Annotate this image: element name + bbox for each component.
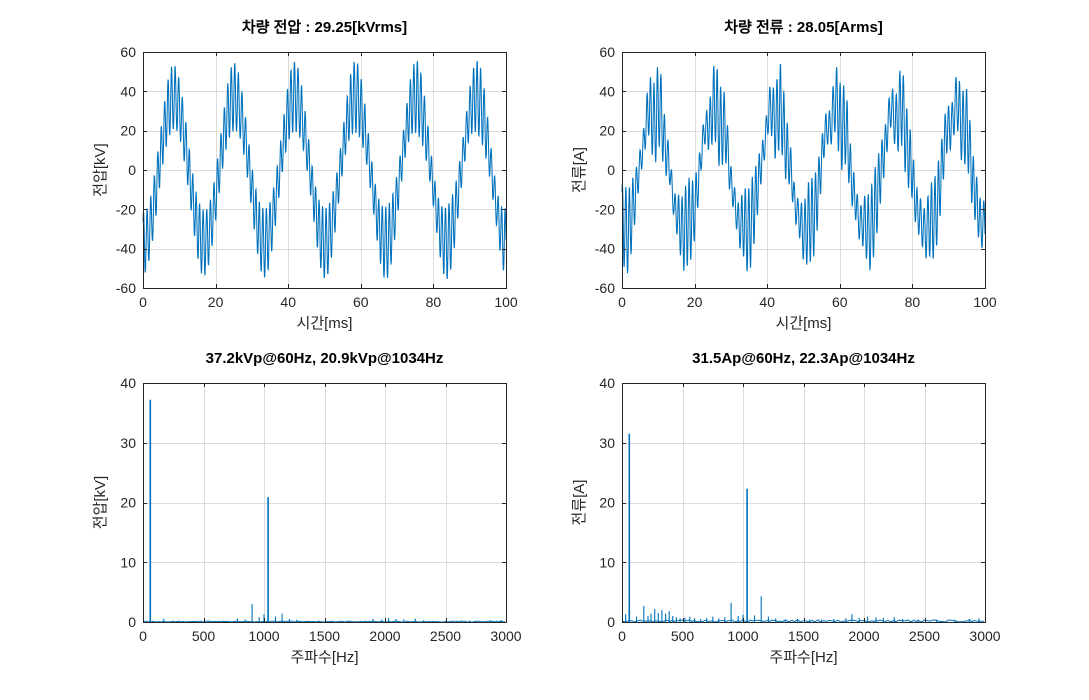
current-spectrum-chart: 0 500 1000 1500 2000 2500 3000 0 10 20 30 40 31.5Ap@… xyxy=(571,350,1001,666)
svg-text:20: 20 xyxy=(599,123,615,139)
svg-text:-20: -20 xyxy=(116,201,136,217)
tick-marks xyxy=(622,383,986,623)
x-axis-label: 주파수[Hz] xyxy=(769,649,837,666)
svg-text:0: 0 xyxy=(618,628,626,644)
svg-text:-20: -20 xyxy=(595,201,615,217)
svg-text:2500: 2500 xyxy=(430,628,461,644)
subplot-current-spectrum: 0 500 1000 1500 2000 2500 3000 0 10 20 30 40 31.5Ap@… xyxy=(545,350,1089,700)
tick-marks xyxy=(622,52,986,289)
svg-text:1000: 1000 xyxy=(248,628,279,644)
x-tick-labels: 0 500 1000 1500 2000 2500 3000 xyxy=(139,628,522,644)
waveform-line xyxy=(621,63,986,274)
y-tick-labels: -60 -40 -20 0 20 40 60 xyxy=(116,44,136,296)
svg-text:60: 60 xyxy=(353,294,369,310)
svg-text:3000: 3000 xyxy=(969,628,1000,644)
svg-text:20: 20 xyxy=(687,294,703,310)
svg-text:0: 0 xyxy=(607,162,615,178)
svg-text:0: 0 xyxy=(139,294,147,310)
svg-text:20: 20 xyxy=(120,495,136,511)
waveform-line xyxy=(142,60,507,280)
svg-text:80: 80 xyxy=(905,294,921,310)
svg-text:500: 500 xyxy=(192,628,216,644)
x-axis-label: 주파수[Hz] xyxy=(290,649,358,666)
y-tick-labels: -60 -40 -20 0 20 40 60 xyxy=(595,44,615,296)
svg-text:1500: 1500 xyxy=(309,628,340,644)
y-axis-label: 전류[A] xyxy=(571,147,588,193)
y-axis-label: 전압[kV] xyxy=(92,476,109,529)
svg-text:0: 0 xyxy=(128,162,136,178)
y-tick-labels: 0 10 20 30 40 xyxy=(120,375,136,630)
current-time-chart: 0 20 40 60 80 100 -60 -40 -20 0 20 40 60 차량 전류 : 28.0… xyxy=(571,18,997,332)
svg-text:1500: 1500 xyxy=(788,628,819,644)
y-axis-label: 전류[A] xyxy=(571,480,588,526)
svg-text:20: 20 xyxy=(208,294,224,310)
chart-title: 차량 전압 : 29.25[kVrms] xyxy=(242,18,407,36)
svg-text:40: 40 xyxy=(759,294,775,310)
svg-text:40: 40 xyxy=(599,375,615,391)
chart-title: 차량 전류 : 28.05[Arms] xyxy=(724,18,883,36)
svg-text:30: 30 xyxy=(599,435,615,451)
svg-text:80: 80 xyxy=(426,294,442,310)
subplot-voltage-time: 0 20 40 60 80 100 -60 -40 -20 0 20 40 60 차량 전압 : 29.2… xyxy=(0,0,544,350)
noise-floor xyxy=(142,620,506,623)
svg-text:1000: 1000 xyxy=(727,628,758,644)
x-tick-labels: 0 500 1000 1500 2000 2500 3000 xyxy=(618,628,1001,644)
svg-text:2000: 2000 xyxy=(848,628,879,644)
svg-text:40: 40 xyxy=(280,294,296,310)
svg-text:-40: -40 xyxy=(595,241,615,257)
svg-text:100: 100 xyxy=(973,294,997,310)
subplot-voltage-spectrum: 0 500 1000 1500 2000 2500 3000 0 10 20 30 40 37.2kVp… xyxy=(0,350,544,700)
svg-text:60: 60 xyxy=(599,44,615,60)
svg-text:40: 40 xyxy=(599,83,615,99)
x-axis-label: 시간[ms] xyxy=(776,315,832,332)
svg-text:0: 0 xyxy=(139,628,147,644)
svg-text:2500: 2500 xyxy=(909,628,940,644)
tick-marks xyxy=(143,383,507,623)
svg-text:3000: 3000 xyxy=(490,628,521,644)
svg-text:10: 10 xyxy=(120,554,136,570)
svg-text:0: 0 xyxy=(607,614,615,630)
spectrum-stems xyxy=(149,399,502,622)
svg-text:20: 20 xyxy=(599,495,615,511)
chart-title: 37.2kVp@60Hz, 20.9kVp@1034Hz xyxy=(206,350,444,367)
subplot-current-time: 0 20 40 60 80 100 -60 -40 -20 0 20 40 60 차량 전류 : 28.0… xyxy=(545,0,1089,350)
svg-text:100: 100 xyxy=(494,294,518,310)
svg-text:0: 0 xyxy=(128,614,136,630)
svg-text:60: 60 xyxy=(120,44,136,60)
voltage-time-chart: 0 20 40 60 80 100 -60 -40 -20 0 20 40 60 차량 전압 : 29.2… xyxy=(92,18,518,332)
voltage-spectrum-chart: 0 500 1000 1500 2000 2500 3000 0 10 20 30 40 37.2kVp… xyxy=(92,350,522,666)
svg-text:40: 40 xyxy=(120,375,136,391)
svg-text:-60: -60 xyxy=(116,280,136,296)
svg-text:10: 10 xyxy=(599,554,615,570)
x-axis-label: 시간[ms] xyxy=(297,315,353,332)
y-axis-label: 전압[kV] xyxy=(92,143,109,196)
svg-text:0: 0 xyxy=(618,294,626,310)
svg-text:500: 500 xyxy=(671,628,695,644)
y-tick-labels: 0 10 20 30 40 xyxy=(599,375,615,630)
svg-text:-40: -40 xyxy=(116,241,136,257)
x-tick-labels: 0 20 40 60 80 100 xyxy=(139,294,518,310)
grid xyxy=(622,383,985,622)
svg-text:30: 30 xyxy=(120,435,136,451)
grid xyxy=(143,383,506,622)
svg-text:2000: 2000 xyxy=(369,628,400,644)
chart-title: 31.5Ap@60Hz, 22.3Ap@1034Hz xyxy=(692,350,915,367)
x-tick-labels: 0 20 40 60 80 100 xyxy=(618,294,997,310)
tick-marks xyxy=(143,52,507,289)
noise-floor xyxy=(621,619,984,623)
svg-text:-60: -60 xyxy=(595,280,615,296)
svg-text:60: 60 xyxy=(832,294,848,310)
svg-text:40: 40 xyxy=(120,83,136,99)
svg-text:20: 20 xyxy=(120,123,136,139)
spectrum-stems xyxy=(625,433,980,622)
